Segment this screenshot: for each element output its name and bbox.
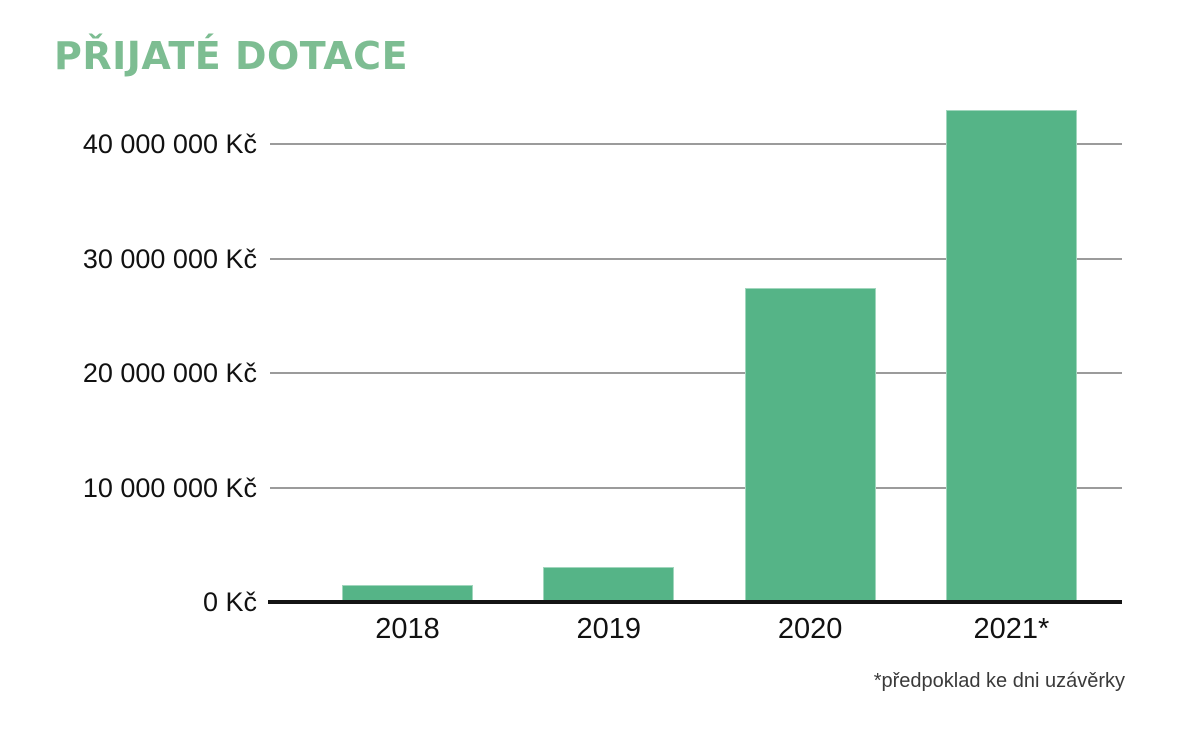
y-tick-label: 10 000 000 Kč: [82, 472, 257, 503]
y-tick-label: 0 Kč: [202, 587, 257, 617]
gridline: [270, 372, 1122, 374]
gridline: [270, 257, 1122, 260]
bar-2018: [342, 584, 473, 602]
x-tick-label: 2020: [777, 613, 843, 645]
gridline: [270, 143, 1122, 145]
footnote: *předpoklad ke dni uzávěrky: [873, 670, 1125, 692]
y-tick-label: 20 000 000 Kč: [82, 358, 257, 388]
bar-2020: [744, 288, 876, 602]
bar-2019: [543, 566, 675, 602]
y-tick-label: 40 000 000 Kč: [82, 129, 257, 159]
x-axis-line: [268, 600, 1122, 604]
x-tick-label: 2021*: [973, 613, 1050, 645]
x-tick-label: 2018: [375, 613, 440, 645]
x-tick-label: 2019: [576, 613, 642, 645]
chart-title: PŘIJATÉ DOTACE: [54, 34, 409, 78]
gridline: [270, 486, 1122, 489]
bar-2021: [945, 109, 1077, 602]
y-tick-label: 30 000 000 Kč: [82, 243, 257, 274]
